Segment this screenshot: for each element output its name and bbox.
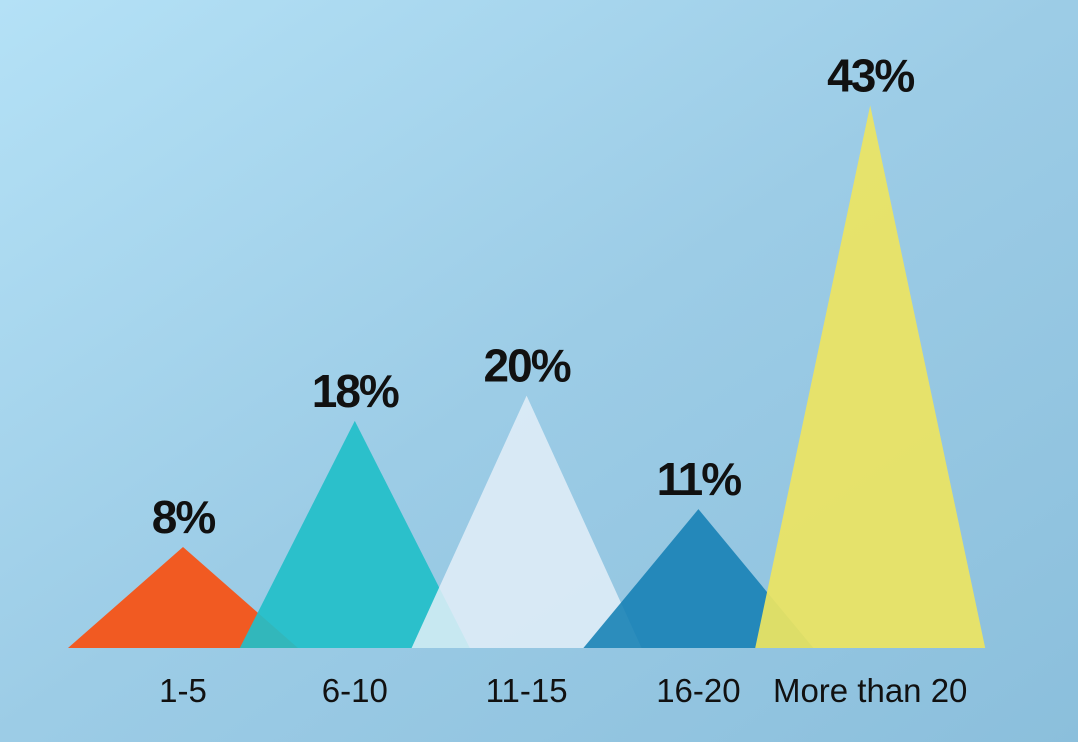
triangle xyxy=(411,395,642,648)
triangle xyxy=(239,420,470,648)
triangle xyxy=(583,509,814,648)
category-label: 6-10 xyxy=(322,672,388,709)
category-label: 16-20 xyxy=(656,672,740,709)
triangle xyxy=(755,105,986,649)
value-label: 43% xyxy=(827,49,914,101)
category-label: 11-15 xyxy=(486,672,568,709)
value-label: 11% xyxy=(657,453,742,505)
category-label: More than 20 xyxy=(773,672,967,709)
value-label: 8% xyxy=(152,491,216,543)
value-label: 18% xyxy=(312,365,399,417)
triangle xyxy=(68,547,298,648)
category-label: 1-5 xyxy=(159,672,207,709)
value-label: 20% xyxy=(484,340,571,392)
